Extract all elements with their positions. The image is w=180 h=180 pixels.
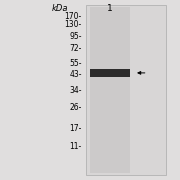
- Text: 43-: 43-: [69, 70, 82, 79]
- Text: 17-: 17-: [69, 124, 82, 133]
- Bar: [86, 5, 166, 175]
- Text: 26-: 26-: [69, 103, 82, 112]
- Text: 34-: 34-: [69, 86, 82, 94]
- Text: 170-: 170-: [65, 12, 82, 21]
- Text: 95-: 95-: [69, 32, 82, 41]
- Text: kDa: kDa: [52, 4, 68, 13]
- Text: 130-: 130-: [65, 20, 82, 29]
- Text: 72-: 72-: [69, 44, 82, 53]
- Bar: [90, 7, 130, 173]
- Text: 55-: 55-: [69, 59, 82, 68]
- Text: 1: 1: [107, 4, 113, 13]
- Text: 11-: 11-: [70, 142, 82, 151]
- Bar: [90, 69, 130, 77]
